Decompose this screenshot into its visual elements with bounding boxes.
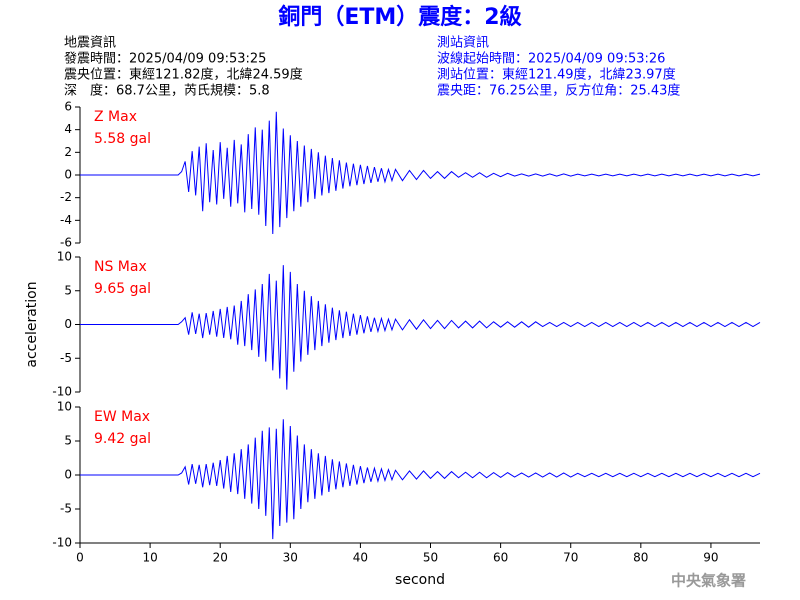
info-right: 測站資訊 xyxy=(437,36,489,51)
x-tick-label: 80 xyxy=(633,551,648,565)
info-right: 測站位置：東經121.49度，北緯23.97度 xyxy=(437,67,676,83)
x-tick-label: 70 xyxy=(563,551,578,565)
x-tick-label: 50 xyxy=(423,551,438,565)
y-tick-label: 10 xyxy=(57,400,72,414)
annotation: Z Max xyxy=(94,109,137,125)
annotation: 5.58 gal xyxy=(94,131,151,147)
y-tick-label: -10 xyxy=(52,536,72,550)
y-tick-label: -5 xyxy=(60,351,72,365)
y-tick-label: 10 xyxy=(57,250,72,264)
y-tick-label: -5 xyxy=(60,502,72,516)
x-tick-label: 0 xyxy=(76,551,84,565)
y-tick-label: 2 xyxy=(64,145,72,159)
x-axis-label: second xyxy=(395,572,445,588)
x-tick-label: 40 xyxy=(353,551,368,565)
info-right: 波線起始時間：2025/04/09 09:53:26 xyxy=(437,51,665,67)
waveform xyxy=(80,111,761,234)
x-tick-label: 30 xyxy=(283,551,298,565)
title: 銅門（ETM）震度：2級 xyxy=(278,4,521,30)
annotation: 9.42 gal xyxy=(94,431,151,447)
waveform xyxy=(80,265,761,390)
y-axis-label: acceleration xyxy=(24,281,40,367)
y-tick-label: -2 xyxy=(60,190,72,204)
y-tick-label: 5 xyxy=(64,283,72,297)
watermark: 中央氣象署 xyxy=(671,572,746,590)
y-tick-label: -6 xyxy=(60,236,72,250)
y-tick-label: 4 xyxy=(64,122,72,136)
y-tick-label: -4 xyxy=(60,213,72,227)
info-right: 震央距：76.25公里，反方位角：25.43度 xyxy=(437,83,680,99)
y-tick-label: 6 xyxy=(64,100,72,114)
x-tick-label: 60 xyxy=(493,551,508,565)
x-tick-label: 90 xyxy=(703,551,718,565)
annotation: EW Max xyxy=(94,409,150,425)
y-tick-label: 0 xyxy=(64,317,72,331)
info-left: 發震時間：2025/04/09 09:53:25 xyxy=(64,52,266,67)
y-tick-label: 0 xyxy=(64,468,72,482)
info-left: 震央位置：東經121.82度，北緯24.59度 xyxy=(64,67,303,83)
info-left: 地震資訊 xyxy=(64,36,116,51)
y-tick-label: 5 xyxy=(64,434,72,448)
annotation: NS Max xyxy=(94,259,147,275)
annotation: 9.65 gal xyxy=(94,281,151,297)
waveform xyxy=(80,419,761,540)
y-tick-label: 0 xyxy=(64,168,72,182)
info-left: 深 度：68.7公里，芮氏規模：5.8 xyxy=(64,83,270,99)
x-tick-label: 10 xyxy=(142,551,157,565)
y-tick-label: -10 xyxy=(52,385,72,399)
x-tick-label: 20 xyxy=(213,551,228,565)
